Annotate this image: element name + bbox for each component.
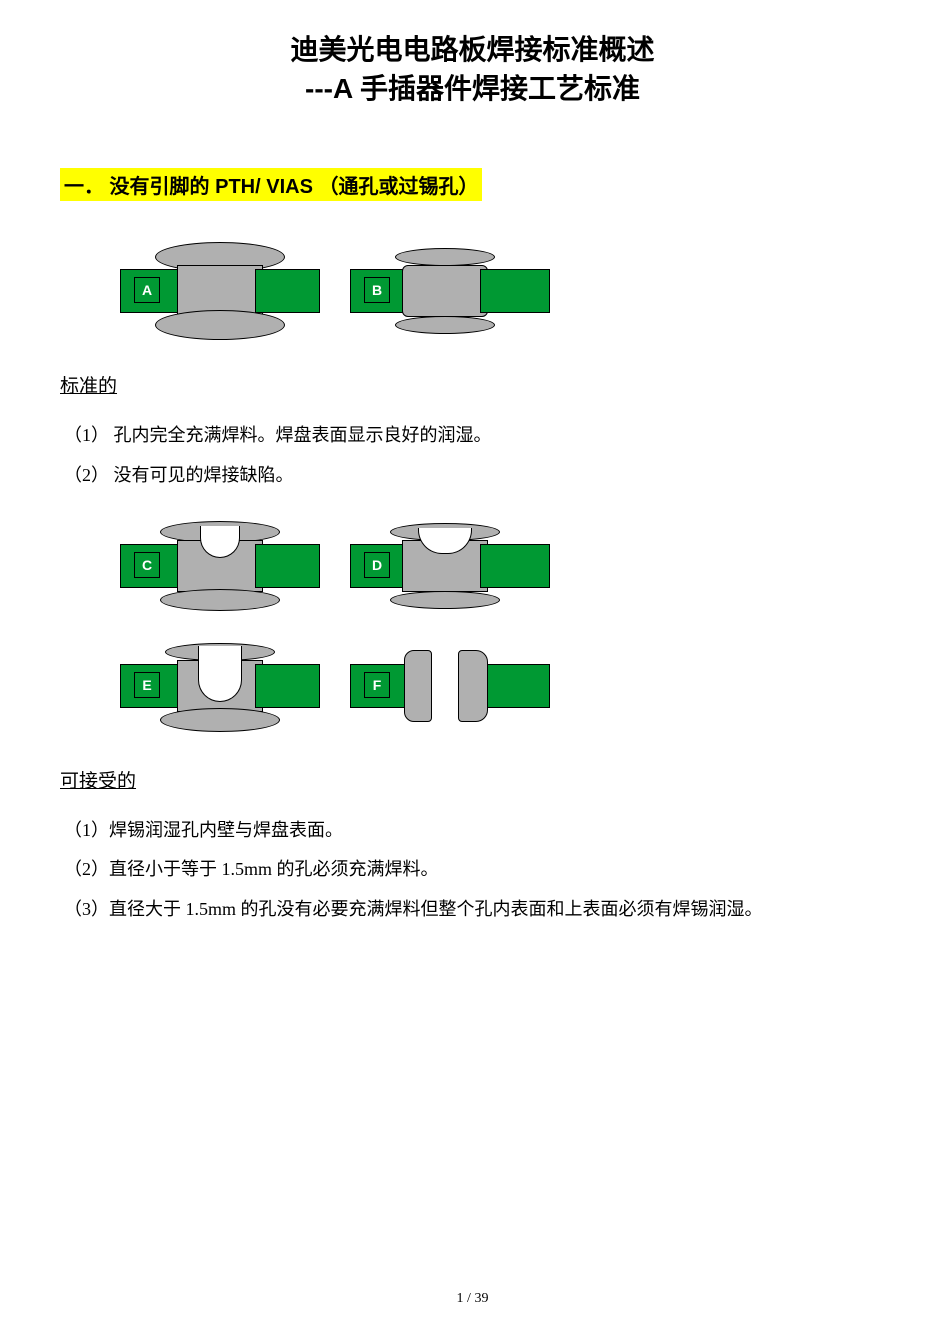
standard-item-2: （2） 没有可见的焊接缺陷。 [64,456,885,496]
page-current: 1 [457,1291,464,1306]
acceptable-item-2: （2）直径小于等于 1.5mm 的孔必须充满焊料。 [64,850,885,890]
standard-item-1: （1） 孔内完全充满焊料。焊盘表面显示良好的润湿。 [64,416,885,456]
acceptable-item-3: （3）直径大于 1.5mm 的孔没有必要充满焊料但整个孔内表面和上表面必须有焊锡… [64,890,885,930]
section-1-heading: 一． 没有引脚的 PTH/ VIAS （通孔或过锡孔） [60,168,482,201]
page-total: 39 [474,1291,488,1306]
title-line-1: 迪美光电电路板焊接标准概述 [60,30,885,69]
solder-diagram-c: C [120,526,320,606]
solder-diagram-a: A [120,251,320,331]
page-footer: 1 / 39 [0,1291,945,1307]
title-line-2: ---A 手插器件焊接工艺标准 [60,69,885,108]
diagram-label: E [134,672,160,698]
diagram-label: D [364,552,390,578]
diagram-row-3: E F [120,646,885,726]
standard-heading: 标准的 [60,371,885,398]
acceptable-heading: 可接受的 [60,766,885,793]
diagram-label: B [364,277,390,303]
diagram-row-1: A B [120,251,885,331]
solder-diagram-b: B [350,251,550,331]
diagram-label: C [134,552,160,578]
diagram-row-2: C D [120,526,885,606]
acceptable-item-1: （1）焊锡润湿孔内壁与焊盘表面。 [64,811,885,851]
solder-diagram-d: D [350,526,550,606]
diagram-label: F [364,672,390,698]
page-sep: / [464,1291,475,1306]
solder-diagram-e: E [120,646,320,726]
solder-diagram-f: F [350,646,550,726]
diagram-label: A [134,277,160,303]
document-title: 迪美光电电路板焊接标准概述 ---A 手插器件焊接工艺标准 [60,30,885,108]
